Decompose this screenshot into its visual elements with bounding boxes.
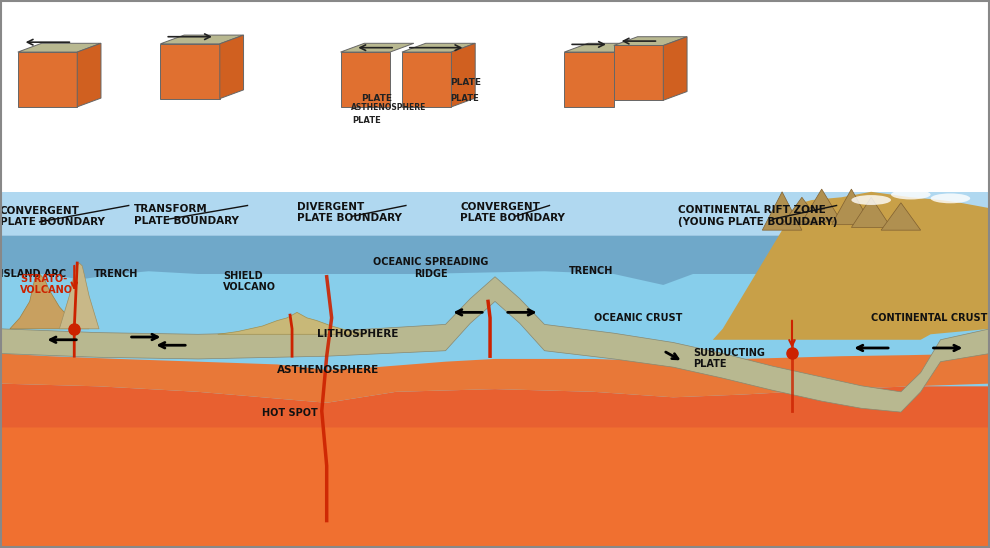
Polygon shape <box>832 189 871 225</box>
Polygon shape <box>851 197 891 227</box>
Polygon shape <box>564 43 638 52</box>
Ellipse shape <box>891 190 931 199</box>
Polygon shape <box>402 52 451 107</box>
Text: TRENCH: TRENCH <box>569 266 614 276</box>
Text: DIVERGENT
PLATE BOUNDARY: DIVERGENT PLATE BOUNDARY <box>297 202 402 224</box>
Polygon shape <box>802 189 842 222</box>
Polygon shape <box>0 384 990 427</box>
Ellipse shape <box>851 195 891 205</box>
Polygon shape <box>18 43 101 52</box>
Polygon shape <box>564 52 614 107</box>
Text: PLATE: PLATE <box>351 116 381 125</box>
Polygon shape <box>18 52 77 107</box>
Text: TRENCH: TRENCH <box>94 269 139 279</box>
Polygon shape <box>881 203 921 230</box>
Ellipse shape <box>931 193 970 203</box>
Polygon shape <box>614 45 663 100</box>
Bar <box>0 192 990 548</box>
Polygon shape <box>451 43 475 107</box>
Polygon shape <box>59 263 99 329</box>
Text: PLATE: PLATE <box>450 94 479 104</box>
Text: ASTHENOSPHERE: ASTHENOSPHERE <box>277 364 379 375</box>
Text: TRANSFORM
PLATE BOUNDARY: TRANSFORM PLATE BOUNDARY <box>134 204 239 226</box>
Text: HOT SPOT: HOT SPOT <box>262 408 318 419</box>
Polygon shape <box>341 52 390 107</box>
Polygon shape <box>663 37 687 100</box>
Text: SHIELD
VOLCANO: SHIELD VOLCANO <box>223 271 276 293</box>
Polygon shape <box>218 312 366 334</box>
Text: LITHOSPHERE: LITHOSPHERE <box>317 329 398 339</box>
Text: CONVERGENT
PLATE BOUNDARY: CONVERGENT PLATE BOUNDARY <box>460 202 565 224</box>
Bar <box>0 427 990 548</box>
Polygon shape <box>782 197 822 225</box>
Polygon shape <box>77 43 101 107</box>
Text: OCEANIC CRUST: OCEANIC CRUST <box>594 312 682 323</box>
Bar <box>0 0 990 208</box>
Polygon shape <box>0 353 990 403</box>
Text: CONTINENTAL CRUST: CONTINENTAL CRUST <box>871 312 988 323</box>
Polygon shape <box>402 43 475 52</box>
Polygon shape <box>10 274 89 329</box>
Polygon shape <box>0 236 990 285</box>
Text: PLATE: PLATE <box>361 94 392 104</box>
Text: CONTINENTAL RIFT ZONE
(YOUNG PLATE BOUNDARY): CONTINENTAL RIFT ZONE (YOUNG PLATE BOUND… <box>678 205 838 227</box>
Polygon shape <box>614 37 687 45</box>
Bar <box>0 192 990 236</box>
Text: PLATE: PLATE <box>450 78 481 87</box>
Text: OCEANIC SPREADING
RIDGE: OCEANIC SPREADING RIDGE <box>373 257 488 279</box>
Polygon shape <box>160 44 220 99</box>
Text: STRATO-
VOLCANO: STRATO- VOLCANO <box>20 273 73 295</box>
Ellipse shape <box>79 463 574 548</box>
Text: CONVERGENT
PLATE BOUNDARY: CONVERGENT PLATE BOUNDARY <box>0 206 105 227</box>
Text: SUBDUCTING
PLATE: SUBDUCTING PLATE <box>693 347 765 369</box>
Polygon shape <box>220 35 244 99</box>
Polygon shape <box>160 35 244 44</box>
Polygon shape <box>0 277 990 412</box>
Polygon shape <box>762 192 802 230</box>
Text: ISLAND ARC: ISLAND ARC <box>0 269 66 279</box>
Polygon shape <box>713 192 990 340</box>
Polygon shape <box>341 43 414 52</box>
Text: ASTHENOSPHERE: ASTHENOSPHERE <box>351 102 427 112</box>
